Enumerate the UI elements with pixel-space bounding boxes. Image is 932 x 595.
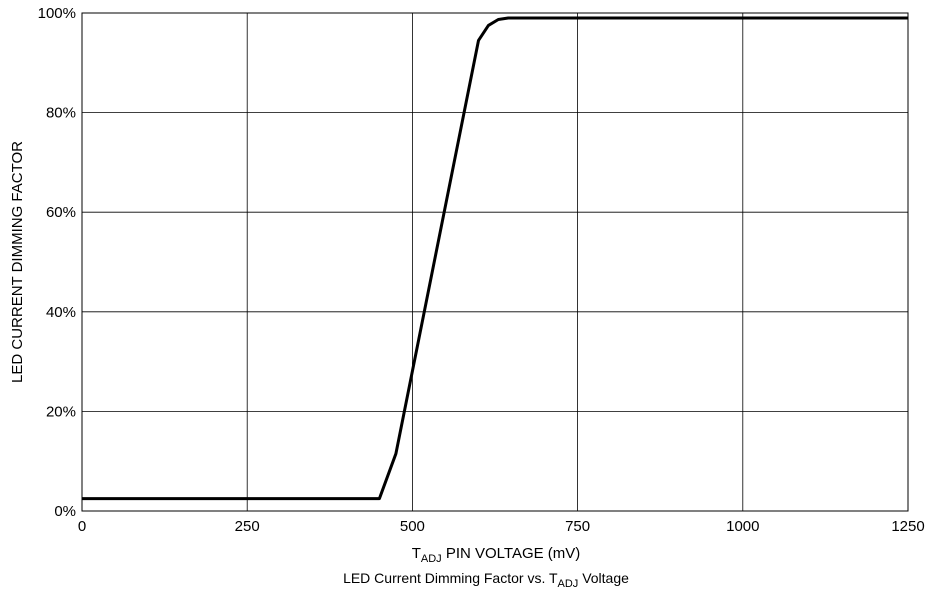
x-tick-label-0: 0 (78, 518, 86, 535)
x-axis-title: TADJ PIN VOLTAGE (mV) (412, 545, 581, 565)
x-tick-label-1250: 1250 (891, 518, 924, 535)
caption-text-before: LED Current Dimming Factor vs. T (343, 570, 558, 586)
plot-area-frame (81, 12, 909, 512)
x-tick-label-1000: 1000 (726, 518, 759, 535)
y-tick-label-100: 100% (38, 5, 76, 22)
y-axis-tick-labels: 0% 20% 40% 60% 80% 100% (38, 5, 76, 520)
x-axis-tick-labels: 0 250 500 750 1000 1250 (78, 518, 925, 535)
dimming-factor-curve (82, 16, 908, 501)
x-tick-label-250: 250 (235, 518, 260, 535)
caption-subscript: ADJ (558, 578, 579, 590)
figure-caption: LED Current Dimming Factor vs. TADJ Volt… (343, 570, 629, 590)
y-tick-label-80: 80% (46, 105, 76, 122)
y-tick-label-40: 40% (46, 304, 76, 321)
x-axis-title-subscript: ADJ (421, 553, 442, 565)
x-tick-label-750: 750 (565, 518, 590, 535)
grid-lines (81, 12, 909, 512)
x-axis-title-rest: PIN VOLTAGE (mV) (442, 545, 581, 562)
x-tick-label-500: 500 (400, 518, 425, 535)
x-axis-title-base: T (412, 545, 421, 562)
y-tick-label-20: 20% (46, 403, 76, 420)
y-tick-label-0: 0% (54, 503, 76, 520)
y-axis-title: LED CURRENT DIMMING FACTOR (9, 141, 26, 383)
caption-text-after: Voltage (578, 570, 629, 586)
y-tick-label-60: 60% (46, 204, 76, 221)
